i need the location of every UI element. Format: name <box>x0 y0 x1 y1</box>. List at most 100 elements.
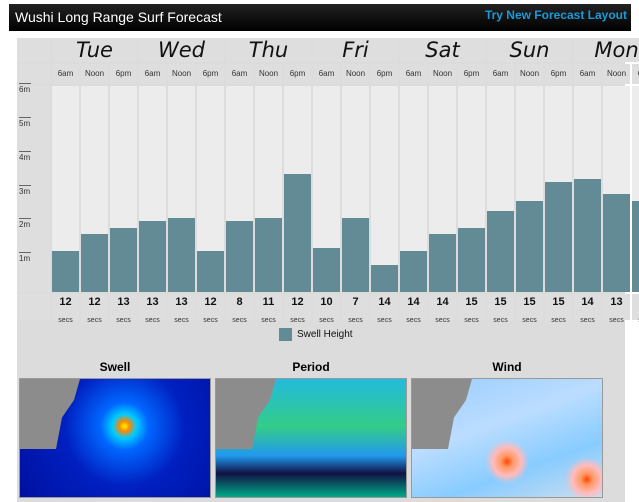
period-value: 13 <box>610 296 623 308</box>
period-unit: secs <box>87 317 102 324</box>
time-label: 6pm <box>632 64 639 84</box>
period-cell: 8 secs <box>226 294 253 324</box>
time-row: 6am Noon 6pm 6am Noon 6pm 6am Noon 6pm 6am Noon 6pm… <box>17 64 639 84</box>
label-cell <box>17 38 50 62</box>
swell-bar[interactable] <box>255 217 282 292</box>
period-unit: secs <box>261 317 276 324</box>
chart-column <box>545 86 572 292</box>
time-label: Noon <box>81 64 108 84</box>
day-header: Fri <box>313 38 398 62</box>
time-label: Noon <box>516 64 543 84</box>
map-land <box>412 379 472 449</box>
swell-bar[interactable] <box>545 182 572 292</box>
period-unit: secs <box>290 317 305 324</box>
period-cell: 12 secs <box>284 294 311 324</box>
time-label: 6am <box>487 64 514 84</box>
period-cell: 14 secs <box>400 294 427 324</box>
period-map[interactable] <box>215 378 407 498</box>
swell-bar[interactable] <box>168 217 195 292</box>
y-tick-label: 2m <box>19 218 31 230</box>
period-unit: secs <box>348 317 363 324</box>
map-title-wind[interactable]: Wind <box>492 360 522 374</box>
swell-bar[interactable] <box>110 227 137 292</box>
period-value: 7 <box>352 296 359 308</box>
chart-column <box>110 86 137 292</box>
chart-column <box>226 86 253 292</box>
period-unit: secs <box>551 317 566 324</box>
period-row: 12 secs 12 secs 13 secs 13 secs 13 secs 12 secs 8 sec… <box>17 294 639 324</box>
time-label: 6am <box>574 64 601 84</box>
map-title-period: Period <box>292 360 330 374</box>
time-label: Noon <box>168 64 195 84</box>
period-cell: 13 secs <box>603 294 630 324</box>
time-label: 6am <box>139 64 166 84</box>
period-value: 11 <box>262 296 275 308</box>
time-label: 6am <box>313 64 340 84</box>
swell-bar[interactable] <box>400 251 427 292</box>
map-land <box>20 379 80 449</box>
swell-bar[interactable] <box>226 220 253 292</box>
day-header: Sat <box>400 38 485 62</box>
swell-bar[interactable] <box>371 264 398 292</box>
swell-bar[interactable] <box>632 200 639 292</box>
chart-column <box>400 86 427 292</box>
period-unit: secs <box>522 317 537 324</box>
day-header: Mon <box>574 38 639 62</box>
swell-bar[interactable] <box>313 248 340 292</box>
period-cell: 13 secs <box>168 294 195 324</box>
swell-bar[interactable] <box>487 210 514 292</box>
chart-column <box>197 86 224 292</box>
period-value: 12 <box>88 296 101 308</box>
period-cell: 15 secs <box>545 294 572 324</box>
swell-bar[interactable] <box>197 251 224 292</box>
period-value: 12 <box>291 296 304 308</box>
period-cell: 7 secs <box>342 294 369 324</box>
label-cell <box>17 64 50 84</box>
swell-bar[interactable] <box>516 200 543 292</box>
swell-bar[interactable] <box>139 220 166 292</box>
new-layout-link[interactable]: Try New Forecast Layout <box>484 8 627 22</box>
y-tick-label: 4m <box>19 150 31 162</box>
swell-map[interactable] <box>19 378 211 498</box>
legend-swatch <box>279 328 292 341</box>
day-row: Tue Wed Thu Fri Sat Sun Mon <box>17 38 639 62</box>
time-label: 6pm <box>284 64 311 84</box>
swell-bar[interactable] <box>429 234 456 292</box>
time-label: 6am <box>400 64 427 84</box>
y-axis <box>17 86 50 292</box>
period-unit: secs <box>58 317 73 324</box>
period-cell: 15 secs <box>458 294 485 324</box>
period-value: 14 <box>407 296 420 308</box>
chart-column <box>487 86 514 292</box>
period-value: 14 <box>378 296 391 308</box>
swell-bar[interactable] <box>52 251 79 292</box>
period-value: 12 <box>204 296 217 308</box>
time-label: 6pm <box>371 64 398 84</box>
y-tick-label: 3m <box>19 184 31 196</box>
chart-column <box>255 86 282 292</box>
period-value: 10 <box>320 296 333 308</box>
period-unit: secs <box>464 317 479 324</box>
swell-bar[interactable] <box>458 227 485 292</box>
period-cell: 10 secs <box>313 294 340 324</box>
period-cell: 14 secs <box>574 294 601 324</box>
label-cell <box>17 294 50 320</box>
chart-column <box>516 86 543 292</box>
swell-bar[interactable] <box>284 173 311 292</box>
swell-bar[interactable] <box>342 217 369 292</box>
period-unit: secs <box>580 317 595 324</box>
wind-map[interactable] <box>411 378 603 498</box>
time-label: 6am <box>52 64 79 84</box>
swell-bar[interactable] <box>574 178 601 292</box>
swell-bar[interactable] <box>603 193 630 292</box>
period-cell: 14 secs <box>429 294 456 324</box>
period-value: 15 <box>494 296 507 308</box>
period-cell: 12 secs <box>81 294 108 324</box>
period-cell: 13 secs <box>139 294 166 324</box>
time-label: 6pm <box>110 64 137 84</box>
period-value: 15 <box>465 296 478 308</box>
period-unit: secs <box>145 317 160 324</box>
swell-bar[interactable] <box>81 234 108 292</box>
page-title: Wushi Long Range Surf Forecast <box>15 9 222 25</box>
period-value: 12 <box>59 296 72 308</box>
